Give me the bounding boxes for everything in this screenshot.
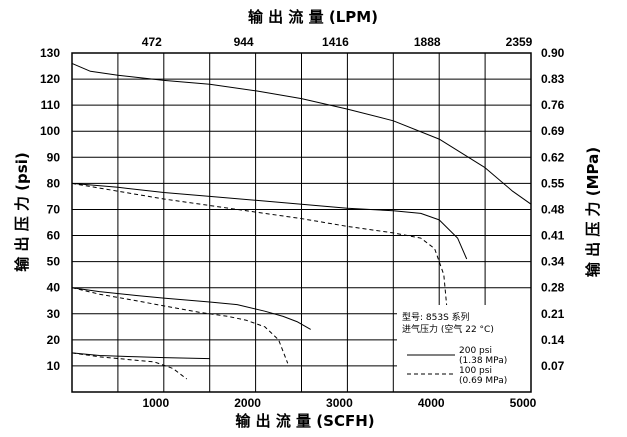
legend: 型号: 853S 系列 进气压力 (空气 22 °C) 200 psi (1.3… xyxy=(402,311,507,386)
series-line-5-dashed xyxy=(71,287,289,364)
y-tick-label-left: 10 xyxy=(47,359,61,373)
y-tick-label-right: 0.07 xyxy=(541,359,565,373)
y-tick-label-right: 0.90 xyxy=(541,46,565,60)
x-tick-label: 5000 xyxy=(510,396,537,410)
legend-label-200psi-mpa: (1.38 MPa) xyxy=(459,356,507,366)
x-axis-title: 输 出 流 量 (SCFH) xyxy=(235,412,374,430)
top-tick-label: 1888 xyxy=(414,35,441,49)
top-tick-label: 944 xyxy=(234,35,254,49)
y-tick-label-left: 100 xyxy=(40,124,60,138)
y-tick-label-right: 0.62 xyxy=(541,150,565,164)
y-tick-label-right: 0.83 xyxy=(541,72,565,86)
y-tick-label-right: 0.14 xyxy=(541,333,565,347)
y-tick-label-right: 0.48 xyxy=(541,202,565,216)
y-tick-label-left: 50 xyxy=(47,255,61,269)
y-tick-label-left: 110 xyxy=(41,98,61,112)
top-axis-title: 输 出 流 量 (LPM) xyxy=(248,8,378,26)
y-tick-label-right: 0.55 xyxy=(541,176,565,190)
x-tick-label: 2000 xyxy=(234,396,261,410)
tick-labels: 1000 2000 3000 4000 5000 472 944 1416 1888 2359 10… xyxy=(40,35,565,410)
y-tick-label-left: 80 xyxy=(47,176,61,190)
y-tick-label-left: 90 xyxy=(47,150,61,164)
y-tick-label-left: 20 xyxy=(47,333,61,347)
series-line-4-solid xyxy=(71,287,311,330)
y-tick-label-right: 0.34 xyxy=(541,255,565,269)
legend-heading-model: 型号: 853S 系列 xyxy=(402,311,470,323)
y-axis-title-left: 输 出 压 力 (psi) xyxy=(13,152,31,271)
x-tick-label: 1000 xyxy=(142,396,169,410)
x-tick-label: 4000 xyxy=(418,396,445,410)
y-tick-label-right: 0.69 xyxy=(541,124,565,138)
y-tick-label-left: 40 xyxy=(47,281,61,295)
y-tick-label-left: 70 xyxy=(47,202,61,216)
top-tick-label: 2359 xyxy=(506,35,533,49)
top-tick-label: 1416 xyxy=(322,35,349,49)
series-line-1-solid xyxy=(71,62,532,205)
y-tick-label-right: 0.41 xyxy=(541,229,565,243)
series-line-6-solid xyxy=(71,352,210,360)
legend-label-100psi-mpa: (0.69 MPa) xyxy=(459,376,507,386)
grid xyxy=(72,53,531,392)
y-tick-label-right: 0.76 xyxy=(541,98,565,112)
x-tick-label: 3000 xyxy=(326,396,353,410)
plot-frame xyxy=(71,52,532,393)
legend-label-100psi: 100 psi xyxy=(459,366,492,376)
legend-label-200psi: 200 psi xyxy=(459,346,492,356)
series-line-7-dashed xyxy=(71,352,188,380)
y-tick-label-left: 130 xyxy=(40,46,60,60)
top-tick-label: 472 xyxy=(142,35,162,49)
series-group xyxy=(71,62,532,380)
y-tick-label-left: 60 xyxy=(47,229,61,243)
y-tick-label-left: 120 xyxy=(40,72,60,86)
series-line-3-dashed xyxy=(71,182,449,325)
y-tick-label-right: 0.28 xyxy=(541,281,565,295)
y-tick-label-right: 0.21 xyxy=(541,307,565,321)
y-axis-title-right: 输 出 压 力 (MPa) xyxy=(584,147,602,277)
legend-box xyxy=(397,305,531,392)
legend-heading-inlet: 进气压力 (空气 22 °C) xyxy=(402,323,494,335)
series-line-2-solid xyxy=(71,182,468,260)
y-tick-label-left: 30 xyxy=(47,307,61,321)
plot-border xyxy=(71,52,532,393)
